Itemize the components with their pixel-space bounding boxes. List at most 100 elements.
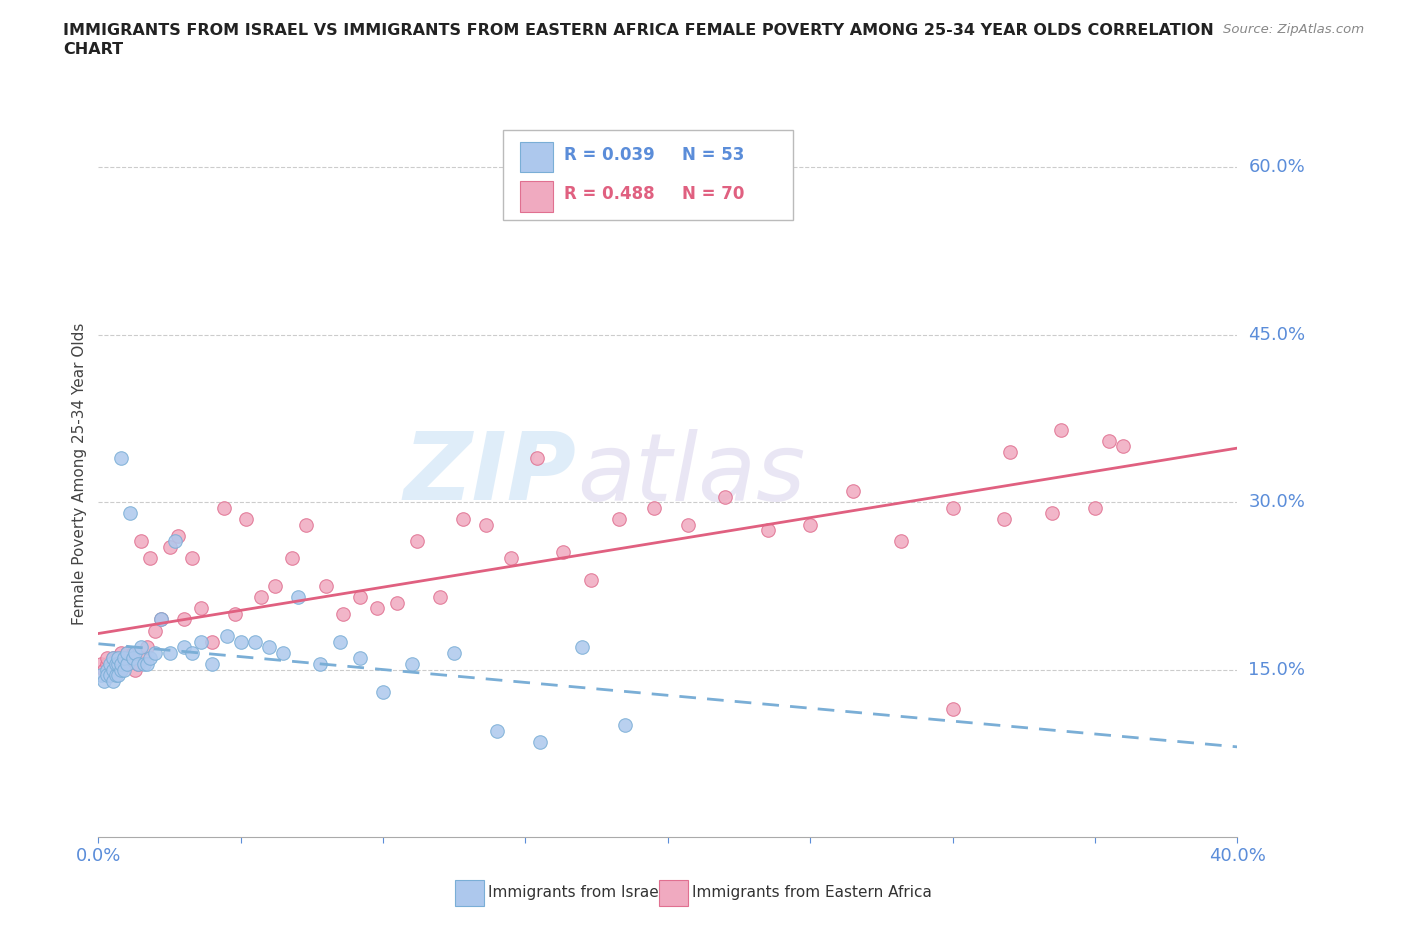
Point: [104, 657, 127, 671]
Point: [273, 645, 295, 660]
Point: [150, 612, 173, 627]
Point: [104, 662, 127, 677]
Point: [98, 657, 121, 671]
Text: Immigrants from Israel: Immigrants from Israel: [488, 885, 662, 900]
Point: [579, 573, 602, 588]
Text: N = 53: N = 53: [682, 146, 744, 164]
Point: [366, 601, 388, 616]
Point: [529, 735, 551, 750]
Point: [127, 657, 149, 671]
FancyBboxPatch shape: [503, 130, 793, 220]
Point: [349, 590, 371, 604]
Point: [387, 595, 409, 610]
Point: [551, 545, 574, 560]
Point: [115, 645, 138, 660]
Point: [332, 606, 354, 621]
Point: [127, 657, 149, 671]
Point: [942, 500, 965, 515]
Point: [406, 534, 429, 549]
Text: R = 0.039: R = 0.039: [564, 146, 655, 164]
Text: 60.0%: 60.0%: [1249, 158, 1305, 177]
Point: [124, 662, 146, 677]
Point: [101, 651, 124, 666]
Point: [1112, 439, 1135, 454]
Point: [138, 551, 160, 565]
Text: CHART: CHART: [63, 42, 124, 57]
Point: [842, 484, 865, 498]
Text: R = 0.488: R = 0.488: [564, 185, 655, 204]
Point: [124, 645, 146, 660]
Point: [96, 668, 118, 683]
Point: [329, 634, 352, 649]
Text: 45.0%: 45.0%: [1249, 326, 1306, 344]
Point: [281, 551, 304, 565]
Point: [145, 645, 167, 660]
Point: [1084, 500, 1107, 515]
Point: [104, 668, 127, 683]
Point: [110, 450, 132, 465]
Point: [676, 517, 699, 532]
Text: 30.0%: 30.0%: [1249, 493, 1305, 512]
Point: [243, 634, 266, 649]
Point: [107, 657, 129, 671]
Point: [115, 645, 138, 660]
FancyBboxPatch shape: [520, 142, 553, 172]
Point: [295, 517, 318, 532]
Point: [101, 651, 124, 666]
Point: [373, 684, 395, 699]
Point: [942, 701, 965, 716]
Point: [443, 645, 465, 660]
FancyBboxPatch shape: [659, 880, 689, 906]
Text: Source: ZipAtlas.com: Source: ZipAtlas.com: [1223, 23, 1364, 36]
Point: [501, 551, 523, 565]
Point: [474, 517, 496, 532]
Point: [235, 512, 257, 526]
Point: [401, 657, 423, 671]
Point: [173, 612, 195, 627]
Point: [112, 662, 135, 677]
Point: [107, 651, 129, 666]
Point: [1049, 422, 1071, 437]
Point: [98, 668, 121, 683]
Text: N = 70: N = 70: [682, 185, 744, 204]
Point: [121, 645, 143, 660]
Point: [110, 657, 132, 671]
Point: [190, 601, 212, 616]
Point: [159, 539, 181, 554]
Point: [135, 657, 157, 671]
Point: [315, 578, 337, 593]
Point: [571, 640, 593, 655]
Point: [173, 640, 195, 655]
Point: [112, 651, 135, 666]
Text: Immigrants from Eastern Africa: Immigrants from Eastern Africa: [692, 885, 932, 900]
Point: [107, 651, 129, 666]
Point: [429, 590, 451, 604]
Point: [132, 651, 155, 666]
Point: [110, 662, 132, 677]
Point: [201, 657, 224, 671]
Point: [129, 640, 152, 655]
Point: [101, 673, 124, 688]
Point: [249, 590, 271, 604]
Point: [112, 657, 135, 671]
FancyBboxPatch shape: [520, 181, 553, 211]
Y-axis label: Female Poverty Among 25-34 Year Olds: Female Poverty Among 25-34 Year Olds: [72, 323, 87, 626]
Point: [90, 657, 112, 671]
Point: [159, 645, 181, 660]
Point: [451, 512, 474, 526]
Point: [115, 657, 138, 671]
Point: [1040, 506, 1063, 521]
Point: [107, 657, 129, 671]
Point: [1098, 433, 1121, 448]
Point: [486, 724, 509, 738]
Point: [349, 651, 371, 666]
Point: [129, 534, 152, 549]
Point: [201, 634, 224, 649]
Point: [224, 606, 246, 621]
Point: [101, 662, 124, 677]
Text: ZIP: ZIP: [404, 429, 576, 520]
Point: [993, 512, 1015, 526]
Point: [229, 634, 252, 649]
Point: [212, 500, 235, 515]
Point: [526, 450, 548, 465]
